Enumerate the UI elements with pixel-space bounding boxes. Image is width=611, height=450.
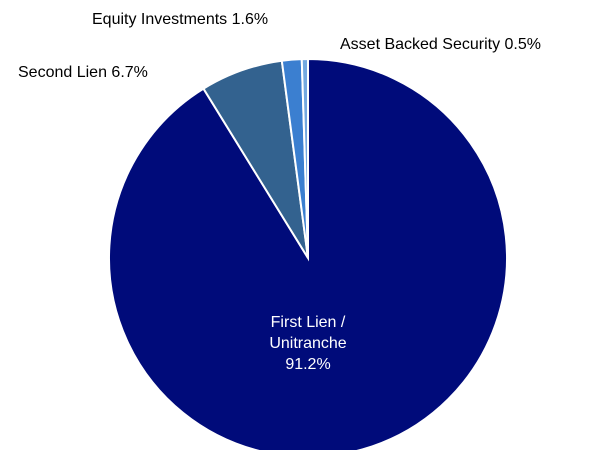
slice-label: First Lien / Unitranche (269, 314, 347, 352)
slice-value-label: 1.6% (232, 11, 268, 28)
slice-category: Asset Backed Security (340, 36, 500, 53)
slice-value-label: 6.7% (111, 64, 147, 81)
slice-label: Asset Backed Security 0.5% (340, 36, 541, 53)
slice-value-label: 91.2% (285, 356, 331, 373)
slice-category: Second Lien (18, 64, 107, 81)
slice-category: Equity Investments (92, 11, 227, 28)
slice-label: Second Lien 6.7% (18, 64, 148, 81)
slice-value-label: 0.5% (505, 36, 541, 53)
inner-label: First Lien / Unitranche 91.2% (243, 312, 373, 375)
pie-slice (300, 57, 309, 259)
slice-label: Equity Investments 1.6% (92, 11, 268, 28)
